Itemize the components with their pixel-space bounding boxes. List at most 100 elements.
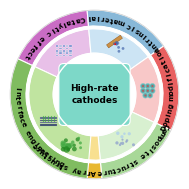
- Bar: [66, 55, 68, 56]
- Text: n: n: [153, 45, 161, 53]
- Circle shape: [115, 41, 118, 44]
- Text: y: y: [72, 166, 78, 173]
- Circle shape: [113, 42, 116, 45]
- Circle shape: [119, 144, 121, 146]
- Bar: [66, 50, 68, 52]
- Text: A: A: [91, 169, 96, 175]
- Text: i: i: [146, 146, 153, 152]
- Text: o: o: [152, 138, 160, 146]
- Text: i: i: [97, 14, 99, 20]
- Text: a: a: [163, 62, 170, 69]
- Wedge shape: [88, 26, 151, 57]
- Circle shape: [60, 140, 65, 145]
- Text: s: s: [63, 163, 69, 170]
- Bar: [56, 45, 58, 47]
- Circle shape: [143, 93, 148, 98]
- Circle shape: [147, 85, 149, 87]
- Circle shape: [128, 132, 131, 135]
- Circle shape: [140, 88, 146, 93]
- Circle shape: [72, 147, 77, 151]
- Bar: [69, 55, 72, 56]
- Text: t: t: [59, 161, 65, 168]
- Text: a: a: [77, 167, 82, 174]
- Text: c: c: [126, 22, 132, 29]
- Text: i: i: [168, 81, 174, 85]
- Circle shape: [147, 90, 149, 92]
- Text: c: c: [45, 29, 52, 36]
- Text: I: I: [14, 87, 20, 90]
- Circle shape: [125, 141, 127, 143]
- Text: r: r: [82, 168, 86, 174]
- Text: c: c: [26, 49, 33, 56]
- Text: l: l: [87, 14, 90, 20]
- FancyBboxPatch shape: [59, 64, 130, 125]
- Text: f: f: [35, 39, 41, 45]
- Text: o: o: [159, 127, 167, 134]
- Bar: [59, 55, 62, 56]
- Text: C: C: [79, 15, 85, 22]
- Text: g: g: [29, 137, 36, 145]
- Wedge shape: [41, 118, 100, 160]
- Text: d: d: [168, 85, 175, 91]
- Wedge shape: [26, 66, 89, 163]
- Text: r: r: [15, 105, 21, 109]
- Wedge shape: [35, 29, 91, 77]
- Text: n: n: [167, 108, 174, 114]
- Text: e: e: [139, 151, 146, 159]
- Text: f: f: [32, 42, 38, 48]
- Bar: [40, 122, 57, 123]
- Text: r: r: [124, 161, 130, 168]
- Circle shape: [71, 140, 74, 144]
- Text: r: r: [46, 154, 52, 161]
- Bar: [69, 47, 72, 49]
- Circle shape: [67, 148, 70, 151]
- Text: n: n: [53, 158, 60, 166]
- Text: c: c: [115, 165, 121, 172]
- Text: t: t: [70, 17, 76, 23]
- Circle shape: [122, 139, 124, 141]
- Bar: [59, 45, 62, 47]
- Text: m: m: [156, 130, 165, 139]
- Circle shape: [79, 146, 82, 149]
- Wedge shape: [148, 55, 163, 123]
- Text: f: f: [167, 76, 174, 81]
- Bar: [56, 47, 58, 49]
- Text: High-rate
cathodes: High-rate cathodes: [70, 84, 119, 105]
- Circle shape: [142, 90, 144, 92]
- Text: r: r: [101, 14, 105, 21]
- Circle shape: [151, 85, 154, 87]
- Circle shape: [150, 88, 155, 93]
- Text: y: y: [57, 22, 64, 29]
- Circle shape: [114, 43, 116, 45]
- Bar: [63, 50, 65, 52]
- Text: s: s: [134, 26, 141, 34]
- Bar: [66, 47, 68, 49]
- Bar: [56, 50, 58, 52]
- Text: n: n: [14, 91, 20, 96]
- Circle shape: [149, 94, 151, 97]
- Bar: [63, 55, 65, 56]
- Text: i: i: [50, 156, 56, 163]
- Text: o: o: [162, 121, 170, 127]
- Text: a: a: [17, 113, 24, 119]
- Wedge shape: [128, 57, 160, 122]
- Text: t: t: [53, 24, 59, 31]
- Text: i: i: [142, 33, 148, 39]
- Wedge shape: [18, 10, 88, 66]
- Circle shape: [145, 84, 150, 89]
- Text: f: f: [16, 109, 22, 114]
- Bar: [69, 50, 72, 52]
- Circle shape: [64, 145, 70, 150]
- Text: e: e: [97, 169, 103, 175]
- Text: I: I: [154, 46, 160, 52]
- Text: u: u: [106, 167, 112, 174]
- Text: a: a: [65, 18, 72, 25]
- Bar: [56, 52, 58, 54]
- Text: l: l: [62, 20, 67, 26]
- Circle shape: [142, 85, 144, 87]
- Bar: [59, 50, 62, 52]
- Circle shape: [116, 42, 119, 45]
- Text: s: s: [149, 142, 156, 149]
- Circle shape: [117, 46, 120, 49]
- Text: r: r: [145, 35, 152, 42]
